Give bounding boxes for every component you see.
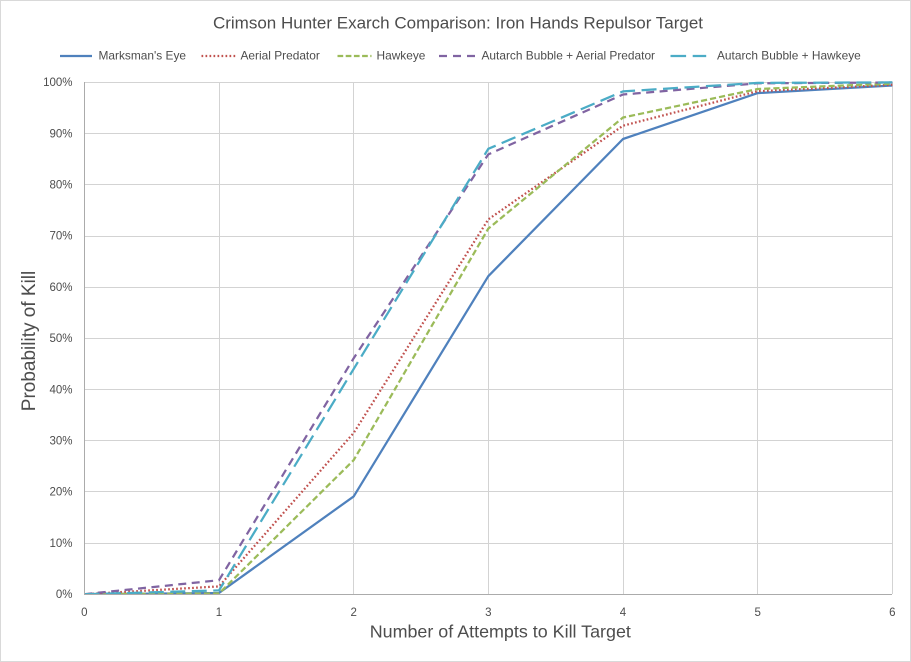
svg-text:Marksman's Eye: Marksman's Eye [99,48,187,62]
svg-text:50%: 50% [49,333,72,345]
svg-text:80%: 80% [49,180,72,192]
svg-text:2: 2 [350,607,356,619]
svg-text:0: 0 [81,607,87,619]
svg-text:6: 6 [889,607,895,619]
svg-text:Aerial Predator: Aerial Predator [241,48,320,62]
svg-text:90%: 90% [49,128,72,140]
svg-text:0%: 0% [56,589,73,601]
svg-text:Autarch Bubble + Hawkeye: Autarch Bubble + Hawkeye [717,48,861,62]
svg-text:5: 5 [754,607,760,619]
svg-text:100%: 100% [43,77,72,89]
svg-text:1: 1 [216,607,222,619]
svg-text:Crimson Hunter Exarch Comparis: Crimson Hunter Exarch Comparison: Iron H… [213,13,703,32]
svg-text:20%: 20% [49,487,72,499]
svg-text:60%: 60% [49,282,72,294]
svg-text:Number of Attempts to Kill Tar: Number of Attempts to Kill Target [370,622,631,642]
svg-text:3: 3 [485,607,491,619]
svg-text:70%: 70% [49,231,72,243]
svg-text:10%: 10% [49,538,72,550]
svg-text:Hawkeye: Hawkeye [377,48,426,62]
svg-text:40%: 40% [49,384,72,396]
svg-text:Autarch Bubble + Aerial Predat: Autarch Bubble + Aerial Predator [482,48,656,62]
svg-text:30%: 30% [49,436,72,448]
svg-text:Probability of Kill: Probability of Kill [19,271,40,411]
svg-text:4: 4 [620,607,627,619]
